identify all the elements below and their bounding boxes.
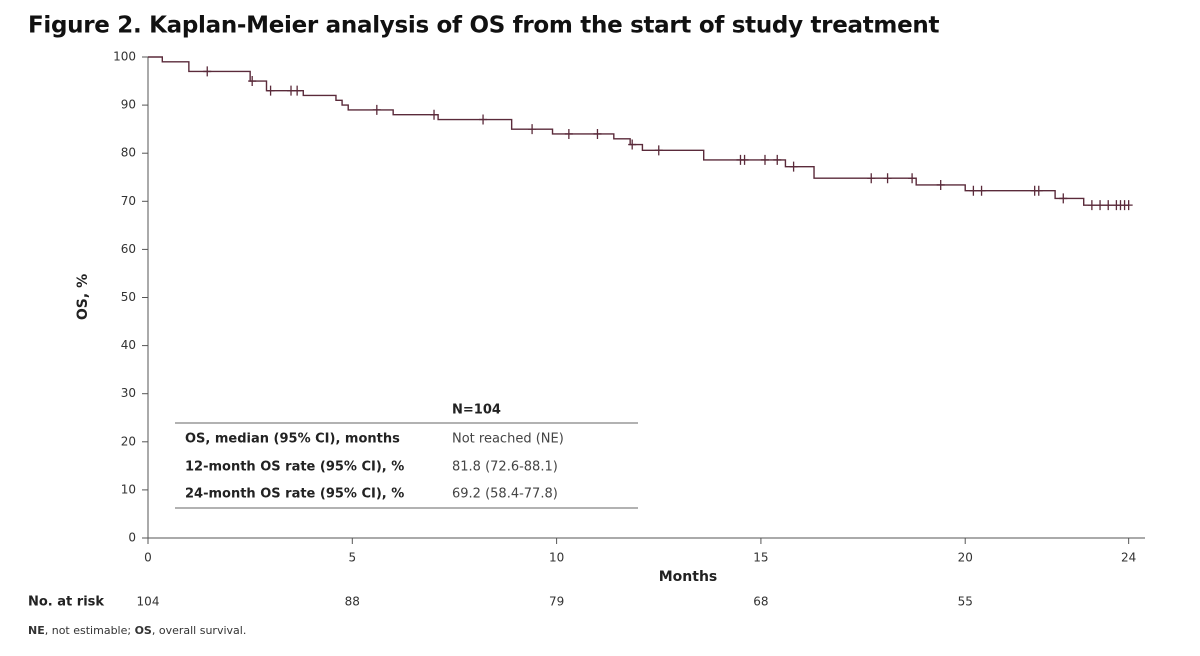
- y-tick-label: 90: [121, 98, 136, 112]
- censor-mark: [740, 154, 749, 165]
- censor-mark: [908, 173, 917, 184]
- censor-mark: [773, 154, 782, 165]
- y-tick-label: 80: [121, 146, 136, 160]
- censor-mark: [1034, 185, 1043, 196]
- y-tick-label: 0: [128, 531, 136, 545]
- y-tick-label: 10: [121, 482, 136, 496]
- table-cell: Not reached (NE): [452, 432, 564, 447]
- y-tick-label: 70: [121, 194, 136, 208]
- footnote: NE, not estimable; OS, overall survival.: [28, 624, 246, 637]
- footnote-part: , overall survival.: [152, 624, 246, 637]
- censor-mark: [1059, 193, 1068, 204]
- survival-curve: [148, 56, 1129, 206]
- censor-mark: [1124, 200, 1133, 211]
- y-tick-label: 30: [121, 386, 136, 400]
- censor-mark: [1087, 200, 1096, 211]
- risk-value: 79: [549, 595, 564, 609]
- table-cell: OS, median (95% CI), months: [185, 432, 400, 447]
- censor-mark: [760, 154, 769, 165]
- censor-mark: [266, 85, 275, 96]
- y-tick-label: 100: [113, 50, 136, 64]
- x-tick-label: 0: [144, 551, 152, 565]
- y-tick-label: 20: [121, 434, 136, 448]
- y-tick-label: 40: [121, 338, 136, 352]
- censor-mark: [977, 185, 986, 196]
- risk-value: 104: [137, 595, 160, 609]
- table-cell: 69.2 (58.4-77.8): [452, 487, 558, 502]
- y-tick-label: 60: [121, 242, 136, 256]
- chart-title: Figure 2. Kaplan-Meier analysis of OS fr…: [28, 13, 939, 39]
- table-header: N=104: [452, 403, 501, 418]
- x-tick-label: 20: [958, 551, 973, 565]
- censor-mark: [883, 173, 892, 184]
- y-tick-label: 50: [121, 290, 136, 304]
- table-cell: 24-month OS rate (95% CI), %: [185, 487, 404, 502]
- censor-mark: [248, 76, 257, 87]
- x-tick-label: 5: [348, 551, 356, 565]
- censor-mark: [430, 109, 439, 120]
- footnote-part: NE: [28, 624, 45, 637]
- risk-value: 55: [958, 595, 973, 609]
- footnote-part: OS: [135, 624, 152, 637]
- censor-mark: [628, 139, 637, 150]
- censor-mark: [528, 124, 537, 135]
- censor-mark: [969, 185, 978, 196]
- censor-mark: [1096, 200, 1105, 211]
- risk-label: No. at risk: [28, 595, 104, 610]
- y-axis-title: OS, %: [75, 274, 91, 320]
- censor-mark: [936, 179, 945, 190]
- censor-mark: [867, 173, 876, 184]
- censor-mark: [564, 128, 573, 139]
- risk-value: 68: [753, 595, 768, 609]
- risk-value: 88: [345, 595, 360, 609]
- table-cell: 12-month OS rate (95% CI), %: [185, 460, 404, 475]
- censor-mark: [1104, 200, 1113, 211]
- x-axis-title: Months: [659, 569, 718, 585]
- x-tick-label: 15: [753, 551, 768, 565]
- censor-mark: [372, 104, 381, 115]
- x-tick-label: 24: [1121, 551, 1136, 565]
- censor-mark: [203, 66, 212, 77]
- x-tick-label: 10: [549, 551, 564, 565]
- censor-mark: [789, 161, 798, 172]
- footnote-part: , not estimable;: [45, 624, 135, 637]
- censor-mark: [293, 85, 302, 96]
- censor-mark: [654, 145, 663, 156]
- table-cell: 81.8 (72.6-88.1): [452, 460, 558, 475]
- censor-mark: [593, 128, 602, 139]
- censor-mark: [479, 114, 488, 125]
